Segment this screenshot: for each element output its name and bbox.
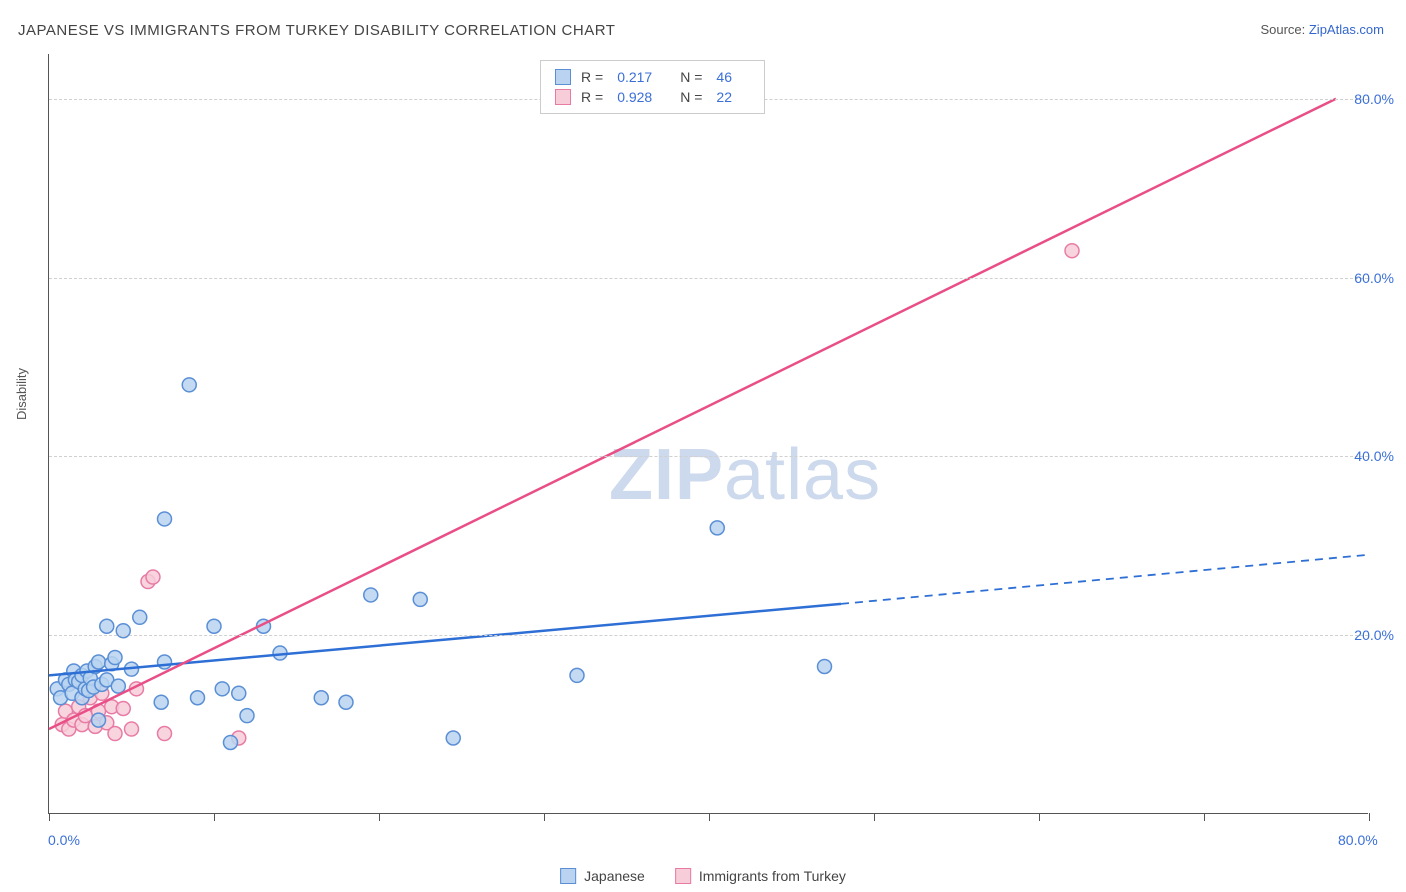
scatter-point-japanese [413, 592, 427, 606]
n-label: N = [680, 89, 702, 105]
chart-title: JAPANESE VS IMMIGRANTS FROM TURKEY DISAB… [18, 22, 615, 39]
y-axis-label: Disability [14, 368, 29, 420]
scatter-point-japanese [191, 691, 205, 705]
scatter-point-turkey [108, 727, 122, 741]
y-tick-label: 80.0% [1354, 91, 1394, 107]
x-tick [709, 813, 710, 821]
scatter-point-japanese [224, 735, 238, 749]
scatter-point-japanese [100, 619, 114, 633]
scatter-point-turkey [116, 701, 130, 715]
r-value-japanese: 0.217 [617, 69, 652, 85]
x-tick-label: 80.0% [1338, 832, 1378, 848]
x-tick [1369, 813, 1370, 821]
x-tick [214, 813, 215, 821]
scatter-point-japanese [446, 731, 460, 745]
stats-row-turkey: R = 0.928 N = 22 [555, 87, 750, 107]
scatter-point-japanese [158, 512, 172, 526]
swatch-turkey-bottom [675, 868, 691, 884]
scatter-point-turkey [1065, 244, 1079, 258]
gridline [49, 456, 1368, 457]
series-legend: Japanese Immigrants from Turkey [560, 868, 846, 884]
scatter-point-turkey [146, 570, 160, 584]
swatch-japanese [555, 69, 571, 85]
scatter-point-japanese [108, 651, 122, 665]
scatter-point-japanese [111, 679, 125, 693]
r-label: R = [581, 69, 603, 85]
gridline [49, 635, 1368, 636]
x-tick-label: 0.0% [48, 832, 80, 848]
legend-item-japanese: Japanese [560, 868, 645, 884]
y-tick-label: 40.0% [1354, 448, 1394, 464]
scatter-point-japanese [92, 655, 106, 669]
scatter-point-japanese [133, 610, 147, 624]
scatter-point-japanese [339, 695, 353, 709]
x-tick [1204, 813, 1205, 821]
x-tick [874, 813, 875, 821]
stats-legend: R = 0.217 N = 46 R = 0.928 N = 22 [540, 60, 765, 114]
n-label: N = [680, 69, 702, 85]
x-tick [1039, 813, 1040, 821]
y-tick-label: 60.0% [1354, 270, 1394, 286]
swatch-turkey [555, 89, 571, 105]
scatter-point-japanese [215, 682, 229, 696]
source-label: Source: [1260, 22, 1308, 37]
scatter-svg [49, 54, 1368, 813]
gridline [49, 278, 1368, 279]
scatter-point-japanese [232, 686, 246, 700]
x-tick [49, 813, 50, 821]
scatter-point-turkey [158, 727, 172, 741]
scatter-point-japanese [364, 588, 378, 602]
legend-label-japanese: Japanese [584, 868, 645, 884]
legend-label-turkey: Immigrants from Turkey [699, 868, 846, 884]
source-link[interactable]: ZipAtlas.com [1309, 22, 1384, 37]
x-tick [544, 813, 545, 821]
scatter-point-japanese [818, 659, 832, 673]
trend-line-japanese [49, 604, 841, 676]
chart-plot-area: ZIPatlas [48, 54, 1368, 814]
scatter-point-japanese [314, 691, 328, 705]
source-attribution: Source: ZipAtlas.com [1260, 22, 1384, 37]
n-value-japanese: 46 [716, 69, 732, 85]
scatter-point-japanese [182, 378, 196, 392]
x-tick [379, 813, 380, 821]
r-value-turkey: 0.928 [617, 89, 652, 105]
trend-line-japanese-dashed [841, 555, 1369, 604]
n-value-turkey: 22 [716, 89, 732, 105]
r-label: R = [581, 89, 603, 105]
scatter-point-japanese [154, 695, 168, 709]
scatter-point-japanese [158, 655, 172, 669]
scatter-point-japanese [570, 668, 584, 682]
scatter-point-japanese [92, 713, 106, 727]
swatch-japanese-bottom [560, 868, 576, 884]
scatter-point-japanese [240, 709, 254, 723]
scatter-point-turkey [125, 722, 139, 736]
legend-item-turkey: Immigrants from Turkey [675, 868, 846, 884]
scatter-point-japanese [207, 619, 221, 633]
stats-row-japanese: R = 0.217 N = 46 [555, 67, 750, 87]
scatter-point-japanese [710, 521, 724, 535]
y-tick-label: 20.0% [1354, 627, 1394, 643]
